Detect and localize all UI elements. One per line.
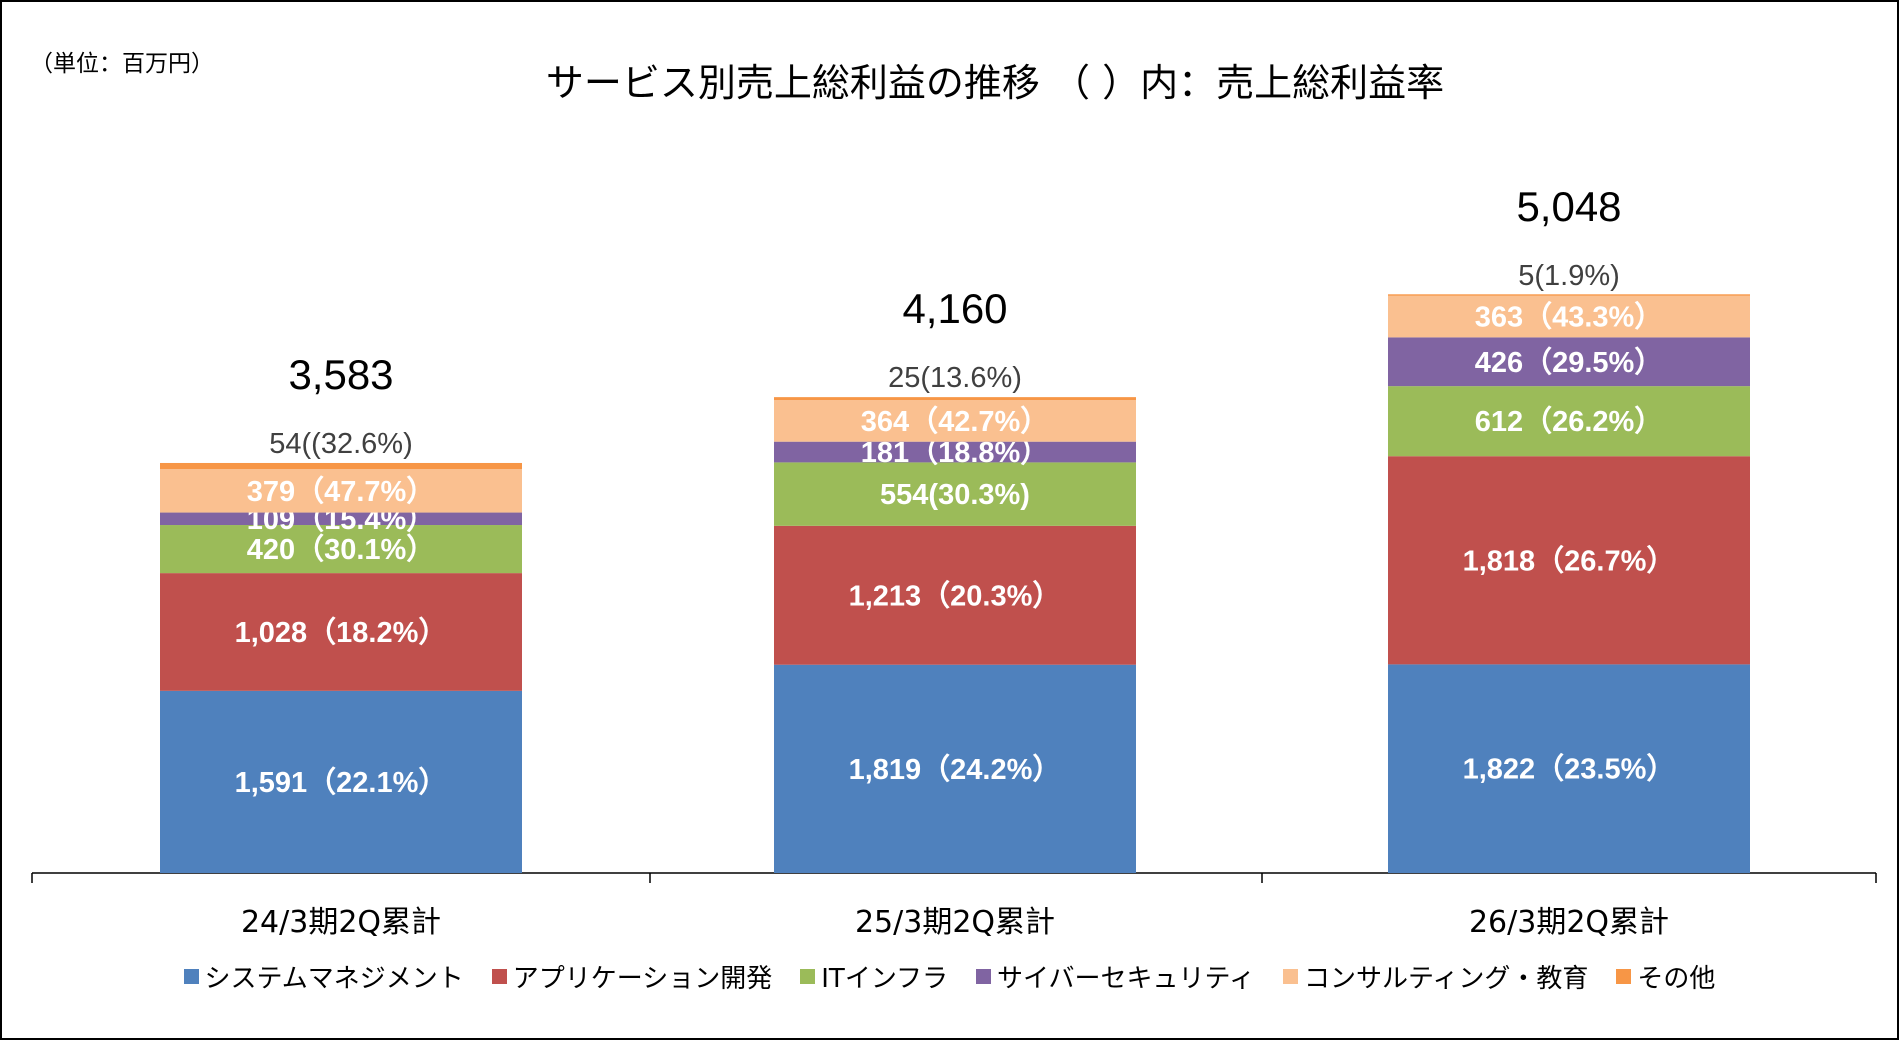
bar-segment xyxy=(774,525,1136,665)
data-label: 426（29.5%） xyxy=(1475,346,1664,379)
bar-segment xyxy=(774,397,1136,400)
legend-item: アプリケーション開発 xyxy=(491,958,773,995)
bar-segment xyxy=(1388,456,1750,665)
legend-item: その他 xyxy=(1616,958,1715,995)
bar-segment xyxy=(1388,386,1750,457)
data-label: 379（47.7%） xyxy=(247,475,436,508)
legend-swatch xyxy=(976,969,992,984)
data-label: 554(30.3%) xyxy=(880,479,1030,511)
data-label: 1,819（24.2%） xyxy=(849,753,1062,786)
legend-item: ITインフラ xyxy=(800,958,948,995)
legend-label: その他 xyxy=(1637,964,1716,994)
legend-swatch xyxy=(183,969,199,984)
bar-segment xyxy=(1388,295,1750,338)
data-label: 1,818（26.7%） xyxy=(1463,544,1676,577)
bar-segment xyxy=(160,469,522,513)
data-label: 54((32.6%) xyxy=(269,428,412,460)
bar-segment xyxy=(160,512,522,526)
legend-swatch xyxy=(491,969,507,984)
total-label: 4,160 xyxy=(902,285,1007,332)
legend-item: コンサルティング・教育 xyxy=(1282,958,1589,995)
data-label: 1,028（18.2%） xyxy=(235,616,448,649)
bar-segment xyxy=(1388,664,1750,873)
total-label: 5,048 xyxy=(1516,183,1621,230)
bar-segment xyxy=(774,399,1136,442)
chart-legend: システムマネジメント アプリケーション開発 ITインフラ サイバーセキュリティ コンサル… xyxy=(0,958,1899,995)
category-label: 25/3期2Q累計 xyxy=(855,905,1055,940)
bar-segment xyxy=(160,462,522,470)
data-label: 5(1.9%) xyxy=(1518,260,1620,292)
data-label: 420（30.1%） xyxy=(247,533,436,566)
legend-label: アプリケーション開発 xyxy=(512,964,773,994)
legend-label: システムマネジメント xyxy=(204,964,464,994)
category-label: 24/3期2Q累計 xyxy=(241,905,441,940)
legend-label: サイバーセキュリティ xyxy=(997,964,1255,994)
legend-item: サイバーセキュリティ xyxy=(976,958,1255,995)
bar-segment xyxy=(160,690,522,873)
data-label: 1,213（20.3%） xyxy=(849,579,1062,612)
data-label: 612（26.2%） xyxy=(1475,405,1664,438)
chart-title: サービス別売上総利益の推移 （ ）内：売上総利益率 xyxy=(545,61,1445,105)
data-label: 364（42.7%） xyxy=(861,405,1050,438)
bar-segment xyxy=(160,573,522,691)
legend-swatch xyxy=(1282,969,1298,984)
legend-label: コンサルティング・教育 xyxy=(1303,964,1589,994)
total-label: 3,583 xyxy=(288,351,393,398)
bar-segment xyxy=(774,441,1136,463)
legend-label: ITインフラ xyxy=(821,964,949,994)
bar-segment xyxy=(1388,337,1750,387)
legend-item: システムマネジメント xyxy=(183,958,464,995)
bar-segment xyxy=(774,462,1136,526)
bar-segment xyxy=(774,664,1136,873)
data-label: 1,591（22.1%） xyxy=(235,766,448,799)
legend-swatch xyxy=(1616,969,1632,984)
bar-segment xyxy=(1388,294,1750,296)
data-label: 363（43.3%） xyxy=(1475,301,1664,334)
category-label: 26/3期2Q累計 xyxy=(1469,905,1669,940)
legend-swatch xyxy=(800,969,816,984)
unit-label: （単位：百万円） xyxy=(30,51,214,77)
data-label: 1,822（23.5%） xyxy=(1463,753,1676,786)
bar-segment xyxy=(160,525,522,574)
data-label: 25(13.6%) xyxy=(888,362,1022,394)
